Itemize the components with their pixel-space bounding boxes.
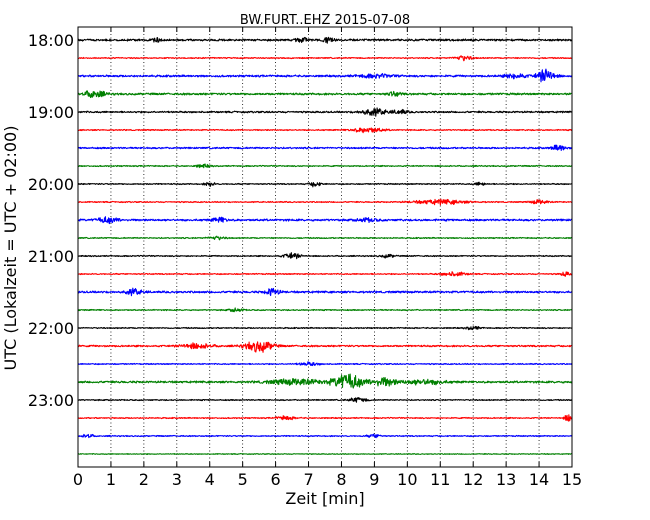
seismic-trace-2200 xyxy=(77,325,573,331)
seismic-trace-2345 xyxy=(77,453,573,455)
x-tick-label: 0 xyxy=(73,470,83,489)
y-tick-label: 21:00 xyxy=(28,247,74,266)
x-tick-label: 12 xyxy=(463,470,483,489)
x-tick-label: 11 xyxy=(430,470,450,489)
x-tick-label: 2 xyxy=(139,470,149,489)
trace-group xyxy=(77,36,573,455)
y-tick-label: 22:00 xyxy=(28,319,74,338)
seismic-trace-1900 xyxy=(77,107,573,117)
x-tick-label: 1 xyxy=(106,470,116,489)
seismic-trace-1830 xyxy=(77,68,573,83)
seismic-trace-1800 xyxy=(77,36,573,44)
y-tick-label: 18:00 xyxy=(28,31,74,50)
seismic-trace-1815 xyxy=(77,55,573,62)
chart-title: BW.FURT..EHZ 2015-07-08 xyxy=(240,13,410,28)
x-tick-label: 7 xyxy=(303,470,313,489)
plot-frame xyxy=(77,26,573,468)
x-tick-label: 4 xyxy=(205,470,215,489)
x-tick-label: 9 xyxy=(369,470,379,489)
seismic-trace-2330 xyxy=(77,433,573,439)
x-tick-label: 15 xyxy=(562,470,582,489)
seismic-trace-2130 xyxy=(77,287,573,297)
seismic-trace-1845 xyxy=(77,90,573,99)
x-tick-label: 3 xyxy=(172,470,182,489)
seismic-trace-2015 xyxy=(77,198,573,206)
seismic-trace-2045 xyxy=(77,235,573,241)
seismic-trace-2315 xyxy=(77,414,573,422)
axis-ticks: 0 1 2 3 4 5 6 7 8 9 10 11 12 13 14 1518:0019:0020:0021:… xyxy=(28,27,582,489)
seismic-trace-2000 xyxy=(77,181,573,188)
x-tick-label: 6 xyxy=(271,470,281,489)
y-axis-label: UTC (Lokalzeit = UTC + 02:00) xyxy=(1,126,20,371)
seismic-trace-1915 xyxy=(77,127,573,134)
y-tick-label: 20:00 xyxy=(28,175,74,194)
seismic-trace-2145 xyxy=(77,307,573,313)
x-axis-label: Zeit [min] xyxy=(285,489,364,508)
y-tick-label: 19:00 xyxy=(28,103,74,122)
seismic-trace-2030 xyxy=(77,216,573,225)
y-tick-label: 23:00 xyxy=(28,391,74,410)
x-tick-label: 8 xyxy=(336,470,346,489)
seismic-trace-2215 xyxy=(77,341,573,353)
seismic-trace-2115 xyxy=(77,271,573,277)
seismic-trace-2100 xyxy=(77,252,573,260)
x-tick-label: 5 xyxy=(238,470,248,489)
seismic-trace-2245 xyxy=(77,373,573,389)
x-tick-label: 10 xyxy=(397,470,417,489)
seismic-trace-1930 xyxy=(77,144,573,152)
x-tick-label: 13 xyxy=(496,470,516,489)
x-tick-label: 14 xyxy=(529,470,549,489)
seismic-trace-2230 xyxy=(77,361,573,367)
seismic-trace-1945 xyxy=(77,163,573,169)
seismic-trace-2300 xyxy=(77,397,573,403)
